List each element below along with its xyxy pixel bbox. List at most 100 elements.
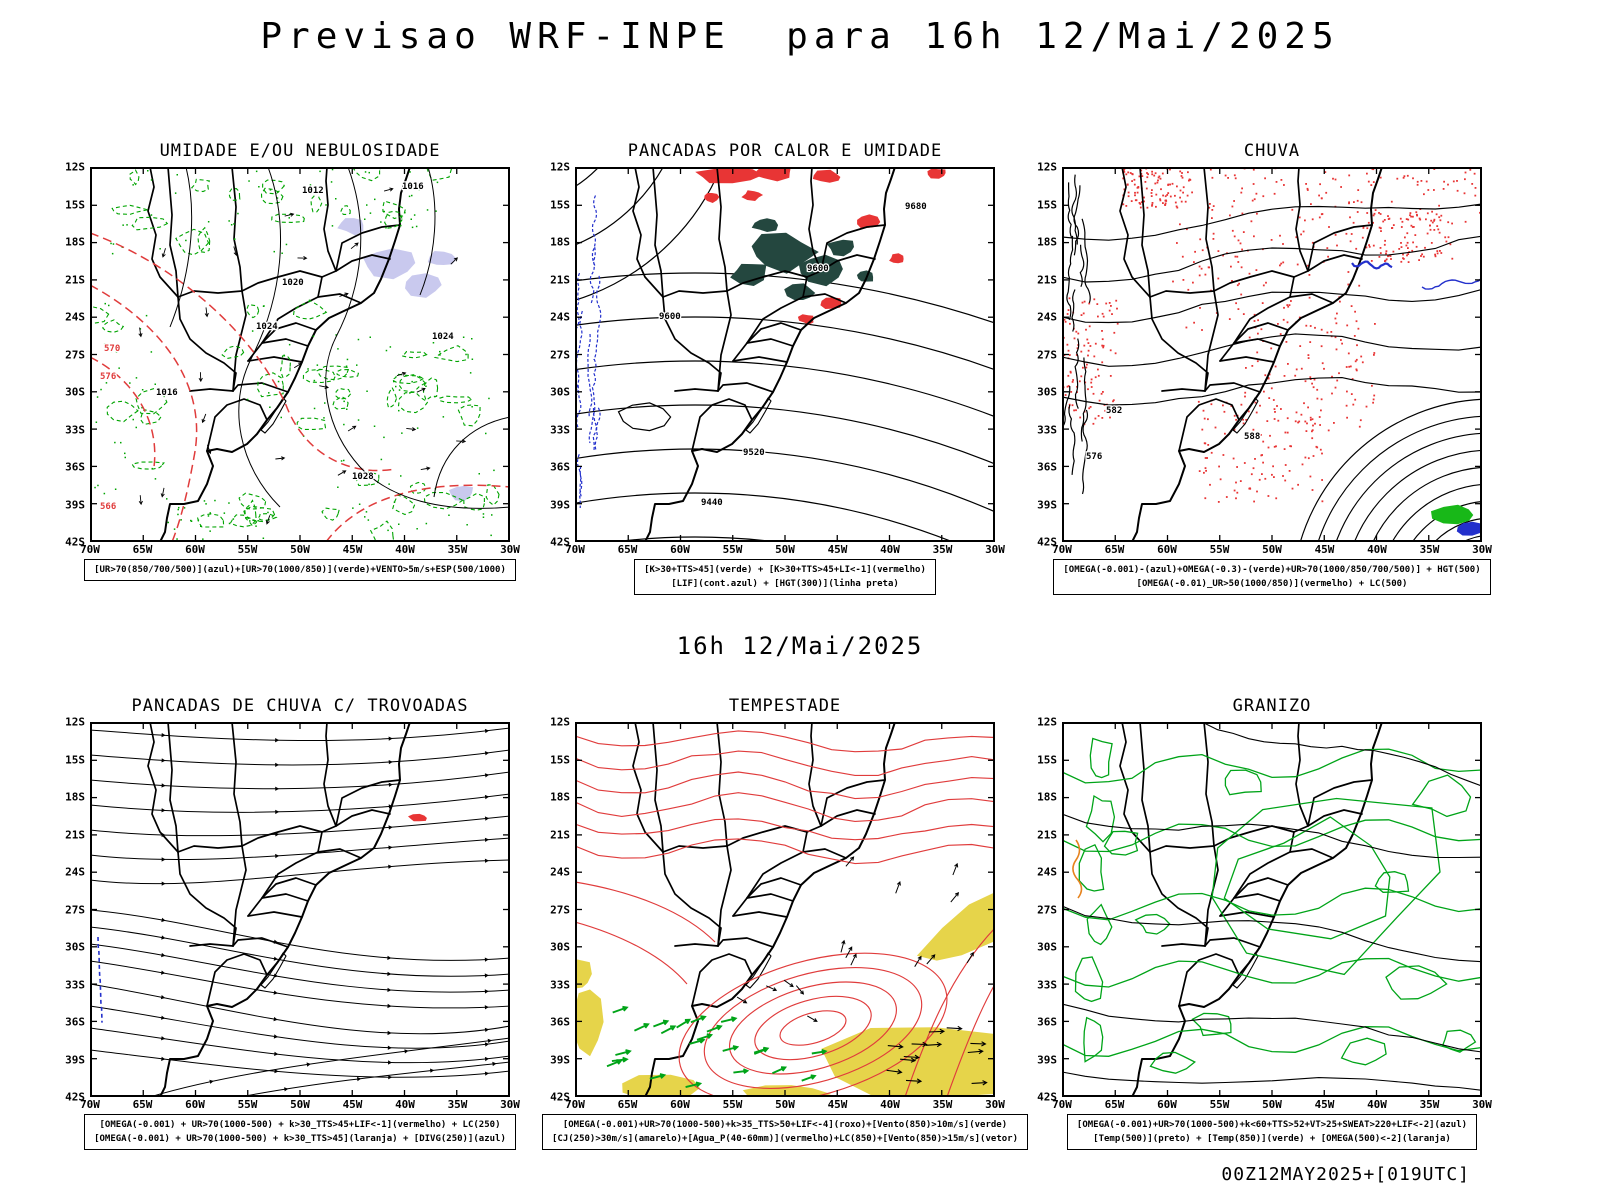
lat-axis: 12S 15S 18S 21S 24S 27S 30S 33S 36S 39S 42S [539,162,572,548]
lat-label: 21S [1037,828,1057,841]
lat-label: 15S [65,198,85,211]
svg-text:1016: 1016 [402,182,424,192]
lat-label: 30S [550,385,570,399]
lat-label: 24S [1037,310,1057,324]
lon-label: 65W [132,1098,153,1111]
lat-label: 33S [1037,423,1057,436]
svg-text:1024: 1024 [432,332,454,342]
panel-chuva: CHUVA 12S 15S 18S 21S 24S 27S 30S 33S 36S 39S 42S … [1026,140,1506,595]
lat-label: 12S [65,715,85,729]
lat-label: 33S [65,423,85,436]
lon-label: 30W [985,1098,1005,1111]
lon-label: 35W [447,1098,468,1111]
lon-label: 60W [185,543,205,556]
weather-map-umidade: 1012 1016 1016 1020 1024 1024 1028 570 576 566 [90,167,510,542]
map-caption-tempestade: [OMEGA(-0.001)+UR>70(1000-500)+k>35_TTS>… [542,1114,1028,1150]
caption-wrap: [UR>70(850/700/500)](azul)+[UR>70(1000/8… [84,559,516,581]
lon-label: 70W [80,543,100,556]
lon-axis: 70W 65W 60W 55W 50W 45W 40W 35W 30W [565,543,1005,557]
caption-wrap: [OMEGA(-0.001)+UR>70(1000-500)+k>35_TTS>… [542,1114,1028,1150]
svg-text:582: 582 [1106,406,1122,416]
lon-label: 40W [880,543,900,556]
lon-label: 50W [775,1098,795,1111]
lon-label: 35W [1419,543,1440,556]
lon-label: 55W [237,543,258,556]
map-area: 70W 65W 60W 55W 50W 45W 40W 35W 30W [80,722,520,1111]
lon-label: 45W [342,543,363,556]
lat-label: 18S [1037,235,1057,249]
caption-wrap: [OMEGA(-0.001)+UR>70(1000-500)+k<60+TTS>… [1062,1114,1482,1150]
lon-label: 65W [617,543,638,556]
lon-label: 55W [237,1098,258,1111]
lon-label: 65W [1104,1098,1125,1111]
lat-label: 21S [550,828,570,841]
lat-label: 12S [1037,160,1057,174]
lat-label: 24S [65,310,85,324]
panel-pancadas-calor: PANCADAS POR CALOR E UMIDADE 12S 15S 18S 21… [539,140,1019,595]
lon-label: 55W [1209,543,1230,556]
lat-label: 42S [65,535,85,549]
lon-label: 50W [775,543,795,556]
lon-label: 40W [395,543,415,556]
lat-label: 36S [65,1015,85,1029]
lon-axis: 70W 65W 60W 55W 50W 45W 40W 35W 30W [1052,543,1492,557]
lat-label: 27S [550,903,570,916]
panel-title-trovoadas: PANCADAS DE CHUVA C/ TROVOADAS [131,696,469,716]
lat-label: 24S [550,865,570,879]
lon-label: 35W [932,1098,953,1111]
svg-text:1020: 1020 [282,278,304,288]
svg-text:9680: 9680 [905,202,927,212]
lon-label: 40W [1367,543,1387,556]
lon-label: 30W [500,1098,520,1111]
lat-label: 36S [65,460,85,474]
lat-label: 27S [1037,348,1057,361]
lon-axis: 70W 65W 60W 55W 50W 45W 40W 35W 30W [80,1098,520,1112]
caption-wrap: [OMEGA(-0.001)-(azul)+OMEGA(-0.3)-(verde… [1053,559,1491,595]
lon-label: 70W [1052,543,1072,556]
lat-label: 30S [1037,385,1057,399]
svg-text:1028: 1028 [352,472,374,482]
svg-text:566: 566 [100,502,116,512]
lat-label: 15S [1037,198,1057,211]
lon-label: 45W [342,1098,363,1111]
lon-label: 65W [617,1098,638,1111]
panel-title-chuva: CHUVA [1243,141,1301,161]
lon-label: 30W [500,543,520,556]
lat-label: 33S [65,978,85,991]
lon-label: 60W [1157,543,1177,556]
lon-label: 45W [1314,1098,1335,1111]
svg-text:9520: 9520 [743,448,765,458]
lat-label: 33S [550,423,570,436]
panel-granizo: GRANIZO 12S 15S 18S 21S 24S 27S 30S 33S 36S 39S 42… [1026,695,1506,1150]
lon-label: 35W [447,543,468,556]
lon-label: 55W [722,1098,743,1111]
panel-title-umidade: UMIDADE E/OU NEBULOSIDADE [159,141,441,161]
lon-label: 65W [1104,543,1125,556]
lon-label: 60W [185,1098,205,1111]
lon-label: 60W [670,1098,690,1111]
lat-label: 15S [550,753,570,766]
lat-label: 42S [65,1090,85,1104]
lat-label: 33S [1037,978,1057,991]
lon-label: 35W [932,543,953,556]
lon-label: 30W [985,543,1005,556]
map-area: 1012 1016 1016 1020 1024 1024 1028 570 576 566 70… [80,167,520,556]
lon-label: 50W [1262,543,1282,556]
map-caption-granizo: [OMEGA(-0.001)+UR>70(1000-500)+k<60+TTS>… [1066,1114,1478,1150]
lat-label: 42S [1037,535,1057,549]
lat-label: 21S [65,828,85,841]
lat-label: 36S [1037,1015,1057,1029]
lon-label: 40W [1367,1098,1387,1111]
lat-label: 15S [1037,753,1057,766]
lat-label: 39S [1037,498,1057,511]
svg-text:9440: 9440 [701,498,723,508]
lat-label: 18S [65,790,85,804]
lon-label: 35W [1419,1098,1440,1111]
map-caption-trovoadas: [OMEGA(-0.001) + UR>70(1000-500) + k>30_… [84,1114,516,1150]
panel-trovoadas: PANCADAS DE CHUVA C/ TROVOADAS 12S 15S 18S… [54,695,534,1150]
lat-axis: 12S 15S 18S 21S 24S 27S 30S 33S 36S 39S 42S [539,717,572,1103]
lon-label: 70W [565,1098,585,1111]
lat-label: 27S [65,348,85,361]
lon-label: 45W [827,1098,848,1111]
lat-label: 39S [550,498,570,511]
